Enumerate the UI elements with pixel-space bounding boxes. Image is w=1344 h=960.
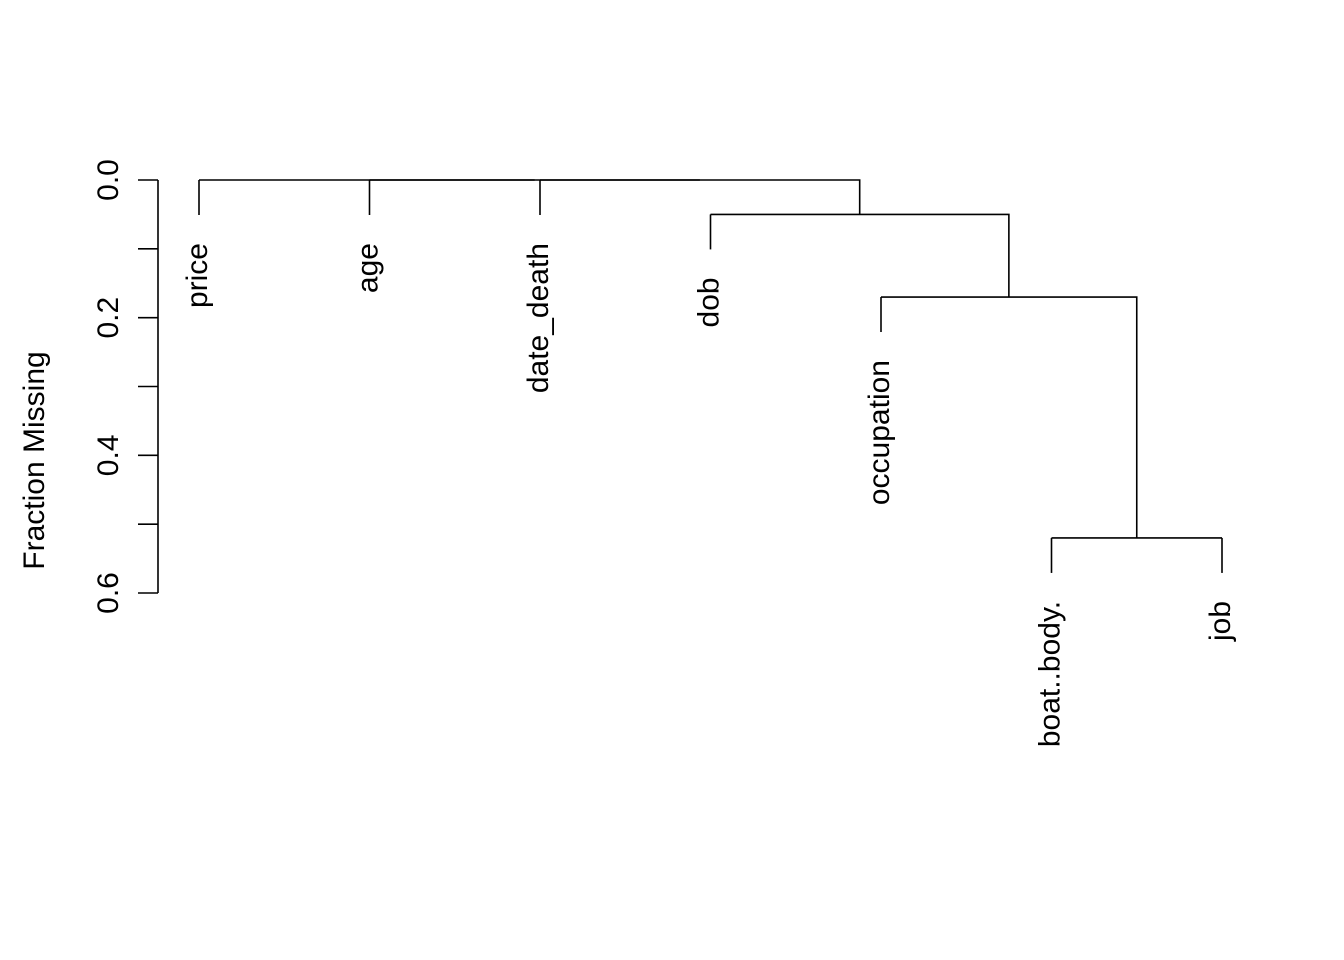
leaf-label: boat..body. bbox=[1033, 601, 1066, 747]
leaf-label: dob bbox=[692, 277, 725, 327]
y-axis-label: Fraction Missing bbox=[18, 351, 51, 569]
dendrogram-tree bbox=[198, 179, 1223, 573]
y-tick-label: 0.4 bbox=[92, 434, 125, 476]
leaf-label: occupation bbox=[863, 360, 896, 505]
y-tick-label: 0.6 bbox=[92, 572, 125, 614]
merge-m2 bbox=[881, 296, 1138, 538]
leaf-label: age bbox=[351, 243, 384, 293]
y-tick-label: 0.0 bbox=[92, 159, 125, 201]
merge-m4 bbox=[540, 179, 861, 215]
merge-m3 bbox=[710, 213, 1010, 298]
leaf-label: job bbox=[1204, 601, 1237, 642]
y-tick-label: 0.2 bbox=[92, 297, 125, 339]
leaf-label: price bbox=[181, 243, 214, 308]
y-axis: 0.0 0.2 0.4 0.6 bbox=[92, 159, 159, 614]
leaf-label: date_death bbox=[522, 243, 555, 393]
leaf-labels: price age date_death dob occupation boat..bod… bbox=[181, 243, 1237, 747]
